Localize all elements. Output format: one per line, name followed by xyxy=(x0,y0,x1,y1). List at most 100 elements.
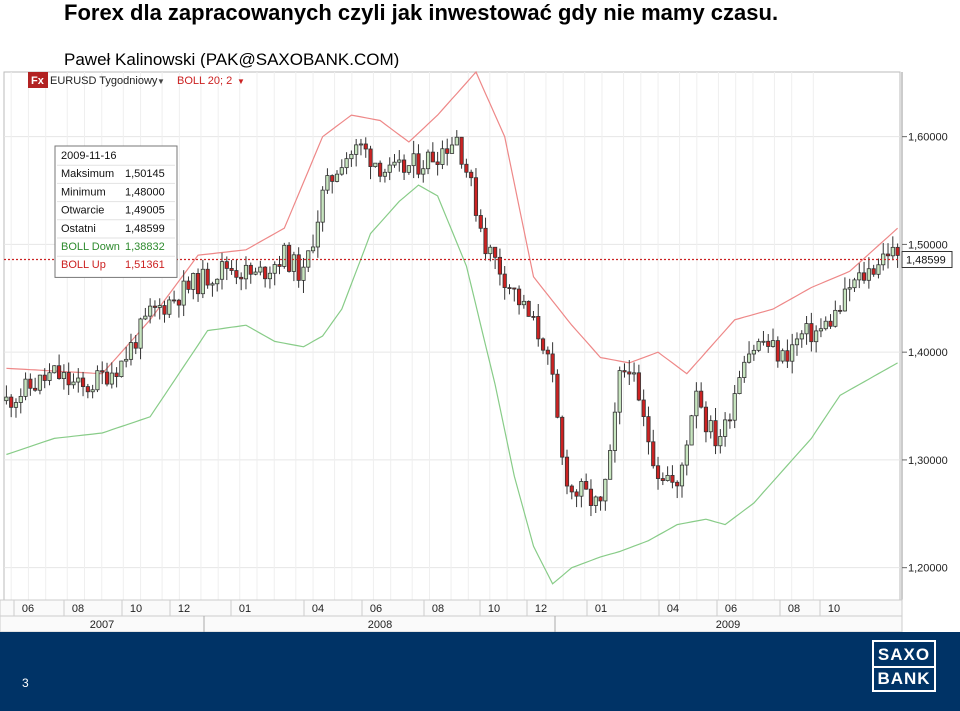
candle-up xyxy=(411,153,416,167)
info-box-label: BOLL Down xyxy=(61,241,120,253)
candle-down xyxy=(622,370,627,373)
month-tick-label: 12 xyxy=(535,603,547,615)
chart-header: Fx EURUSD Tygodniowy ▼ BOLL 20; 2 ▼ xyxy=(28,72,245,88)
candle-up xyxy=(866,268,871,281)
candle-up xyxy=(76,377,81,383)
info-box-label: Otwarcie xyxy=(61,205,104,217)
logo-line-1: SAXO xyxy=(877,645,931,664)
candle-down xyxy=(871,268,876,275)
candle-down xyxy=(378,162,383,177)
candle-down xyxy=(195,273,201,295)
candle-down xyxy=(545,349,550,355)
candle-down xyxy=(28,378,33,389)
candle-down xyxy=(703,406,709,433)
candle-up xyxy=(349,153,354,160)
chevron-down-icon[interactable]: ▼ xyxy=(157,77,165,86)
info-box-value: 1,38832 xyxy=(125,241,165,253)
candle-up xyxy=(440,148,445,165)
indicator-label[interactable]: BOLL 20; 2 xyxy=(177,75,232,87)
candle-up xyxy=(579,481,584,497)
candle-up xyxy=(833,309,838,327)
candle-up xyxy=(215,278,220,285)
candle-down xyxy=(430,151,435,163)
candle-up xyxy=(61,372,66,380)
price-axis: 1,60000 1,50000 1,40000 1,30000 1,20000 1,485… xyxy=(901,72,953,600)
candle-down xyxy=(478,215,483,229)
candle-down xyxy=(646,416,651,443)
candle-up xyxy=(737,377,742,395)
candle-down xyxy=(727,419,732,422)
candle-down xyxy=(186,280,191,290)
candle-up xyxy=(694,390,699,417)
candle-up xyxy=(138,318,143,349)
candle-down xyxy=(493,246,498,258)
candle-down xyxy=(152,305,158,308)
candle-up xyxy=(382,171,387,177)
candle-up xyxy=(90,389,95,393)
candle-down xyxy=(363,143,368,150)
candle-down xyxy=(66,372,71,386)
month-tick-label: 06 xyxy=(725,603,737,615)
candle-up xyxy=(397,159,402,163)
candle-down xyxy=(588,488,594,506)
chevron-down-icon[interactable]: ▼ xyxy=(237,77,245,86)
candle-up xyxy=(770,340,776,347)
candle-down xyxy=(104,371,110,385)
candle-up xyxy=(253,271,258,275)
candle-up xyxy=(603,478,608,502)
candle-up xyxy=(612,411,617,451)
candle-up xyxy=(334,173,340,182)
candle-up xyxy=(181,280,186,306)
candle-up xyxy=(109,372,114,385)
candle-down xyxy=(473,177,479,216)
candle-down xyxy=(766,340,771,347)
candle-down xyxy=(785,350,790,362)
candle-down xyxy=(526,300,531,317)
candle-down xyxy=(651,441,656,467)
candle-up xyxy=(37,374,43,391)
price-tick-label: 1,40000 xyxy=(908,347,948,359)
candle-down xyxy=(57,365,62,380)
candle-down xyxy=(224,261,229,269)
info-box-date: 2009-11-16 xyxy=(61,150,116,162)
candle-down xyxy=(469,171,474,179)
candle-up xyxy=(679,464,685,487)
candle-up xyxy=(608,450,613,480)
info-box-label: BOLL Up xyxy=(61,259,106,271)
candle-down xyxy=(713,420,718,447)
candle-down xyxy=(435,161,440,165)
candle-up xyxy=(157,305,162,308)
candle-up xyxy=(814,330,819,343)
candle-up xyxy=(373,162,378,167)
candle-up xyxy=(310,246,316,252)
candle-up xyxy=(631,372,637,375)
info-box-value: 1,48000 xyxy=(125,186,165,198)
candle-down xyxy=(85,386,90,393)
month-tick-label: 01 xyxy=(239,603,251,615)
candle-down xyxy=(775,340,780,362)
candle-down xyxy=(809,323,814,343)
candle-up xyxy=(358,143,364,146)
instrument-label[interactable]: EURUSD Tygodniowy xyxy=(50,75,158,87)
month-tick-label: 10 xyxy=(130,603,142,615)
candle-up xyxy=(521,300,526,306)
candle-down xyxy=(507,287,512,289)
logo-line-2: BANK xyxy=(874,666,934,690)
time-axis: 06 08 10 12 01 04 06 08 10 12 01 04 06 08 10 2007 2008 20… xyxy=(0,599,903,632)
candle-up xyxy=(18,395,23,403)
slide-title: Forex dla zapracowanych czyli jak inwest… xyxy=(64,0,779,25)
candle-up xyxy=(751,349,756,355)
candle-up xyxy=(425,151,431,170)
candle-up xyxy=(272,264,277,274)
candle-up xyxy=(790,344,795,362)
candle-up xyxy=(392,161,397,166)
candle-down xyxy=(172,299,177,302)
candle-up xyxy=(315,221,320,248)
candle-down xyxy=(675,481,680,487)
candle-down xyxy=(100,370,105,373)
candle-up xyxy=(4,396,9,402)
month-tick-label: 04 xyxy=(312,603,324,615)
candle-up xyxy=(339,167,344,175)
candle-up xyxy=(282,244,287,267)
year-tick-label: 2009 xyxy=(716,619,740,631)
